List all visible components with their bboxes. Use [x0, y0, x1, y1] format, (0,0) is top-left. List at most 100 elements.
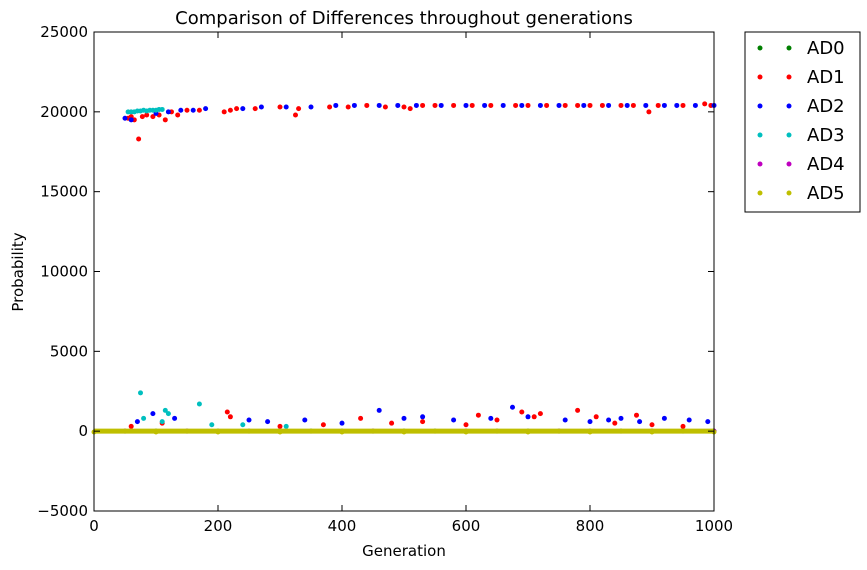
- data-point: [345, 104, 351, 110]
- y-ticks: −5000 0 5000 10000 15000 20000 25000: [37, 23, 714, 520]
- data-point: [246, 417, 252, 423]
- data-point: [136, 136, 142, 142]
- legend-label-ad2: AD2: [807, 96, 845, 117]
- data-point: [488, 415, 494, 421]
- data-point: [593, 414, 599, 420]
- legend-marker: [757, 45, 763, 51]
- y-tick-label: 5000: [50, 342, 88, 360]
- series-ad2: [122, 102, 717, 426]
- data-point: [537, 411, 543, 417]
- data-point: [227, 107, 233, 113]
- y-tick-label: 0: [78, 422, 88, 440]
- data-point: [333, 102, 339, 108]
- data-point: [438, 102, 444, 108]
- data-point: [525, 414, 531, 420]
- data-marks: [91, 101, 717, 435]
- data-point: [562, 417, 568, 423]
- legend: AD0 AD1 AD2 AD3 AD4 AD5: [744, 31, 861, 213]
- data-point: [395, 102, 401, 108]
- legend-label-ad0: AD0: [807, 38, 845, 59]
- data-point: [234, 106, 240, 112]
- data-point: [162, 117, 168, 123]
- data-point: [209, 422, 215, 428]
- data-point: [277, 423, 283, 429]
- y-tick-label: 25000: [40, 23, 88, 41]
- data-point: [351, 102, 357, 108]
- data-point: [389, 420, 395, 426]
- data-point: [469, 102, 475, 108]
- legend-marker: [757, 74, 763, 80]
- data-point: [525, 102, 531, 108]
- data-point: [215, 429, 221, 435]
- data-point: [618, 102, 624, 108]
- legend-marker: [757, 190, 763, 196]
- series-ad3: [125, 106, 289, 429]
- legend-marker: [786, 161, 792, 167]
- data-point: [401, 104, 407, 110]
- data-point: [634, 412, 639, 418]
- legend-marker: [757, 161, 763, 167]
- data-point: [674, 102, 680, 108]
- data-point: [463, 422, 469, 428]
- data-point: [482, 102, 488, 108]
- data-point: [277, 104, 283, 110]
- data-point: [128, 117, 134, 123]
- data-point: [637, 419, 643, 425]
- data-point: [618, 415, 624, 421]
- data-point: [339, 420, 345, 426]
- data-point: [420, 419, 426, 425]
- data-point: [134, 419, 140, 425]
- data-point: [630, 102, 636, 108]
- data-point: [646, 109, 652, 115]
- data-point: [172, 415, 178, 421]
- data-point: [519, 102, 525, 108]
- data-point: [686, 417, 692, 423]
- data-point: [562, 102, 568, 108]
- data-point: [165, 109, 171, 115]
- data-point: [376, 407, 382, 413]
- data-point: [420, 414, 426, 420]
- data-point: [692, 102, 698, 108]
- data-point: [203, 106, 209, 112]
- data-point: [401, 429, 407, 435]
- data-point: [178, 107, 184, 113]
- data-point: [358, 415, 364, 421]
- data-point: [432, 102, 438, 108]
- legend-marker: [786, 74, 792, 80]
- data-point: [159, 419, 165, 425]
- legend-frame: [744, 31, 861, 213]
- legend-label-ad4: AD4: [807, 154, 845, 175]
- data-point: [575, 407, 581, 413]
- legend-label-ad5: AD5: [807, 183, 845, 204]
- data-point: [224, 409, 230, 415]
- x-tick-label: 400: [328, 517, 357, 535]
- data-point: [339, 429, 345, 435]
- data-point: [488, 102, 494, 108]
- data-point: [144, 112, 150, 118]
- data-point: [587, 429, 593, 435]
- data-point: [138, 390, 143, 396]
- data-point: [240, 422, 246, 428]
- data-point: [283, 104, 289, 110]
- data-point: [258, 104, 264, 110]
- data-point: [175, 112, 181, 118]
- data-point: [240, 106, 246, 112]
- data-point: [308, 104, 314, 110]
- x-tick-label: 200: [204, 517, 233, 535]
- data-point: [159, 106, 165, 112]
- data-point: [494, 417, 500, 423]
- chart-title: Comparison of Differences throughout gen…: [175, 8, 633, 29]
- data-point: [705, 419, 711, 425]
- y-axis-title: Probability: [9, 232, 27, 311]
- data-point: [606, 102, 612, 108]
- data-point: [283, 423, 289, 429]
- series-ad5: [91, 428, 717, 435]
- data-point: [655, 102, 661, 108]
- data-point: [599, 102, 605, 108]
- data-point: [296, 106, 302, 112]
- legend-marker: [786, 190, 792, 196]
- data-point: [624, 102, 630, 108]
- x-tick-label: 600: [452, 517, 481, 535]
- data-point: [519, 409, 525, 415]
- series-ad1: [125, 101, 714, 429]
